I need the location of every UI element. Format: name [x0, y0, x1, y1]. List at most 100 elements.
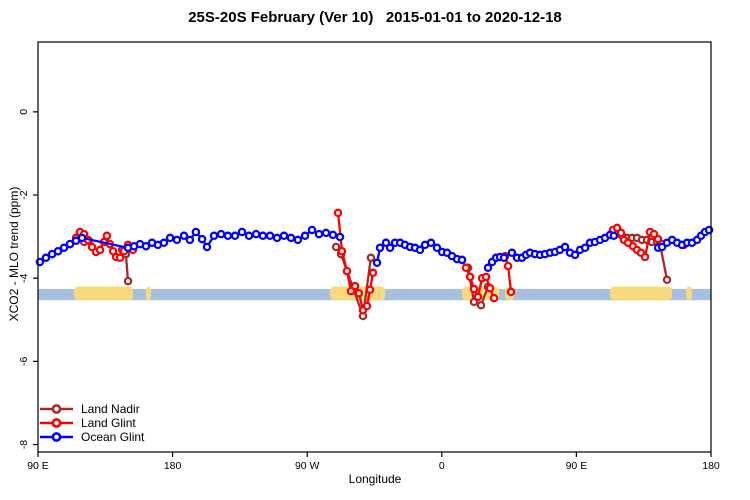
x-tick-label: 180 [702, 460, 720, 472]
data-point [77, 233, 87, 243]
data-point [102, 231, 112, 241]
legend-marker-icon [51, 404, 62, 414]
legend-marker-icon [51, 432, 62, 442]
data-point [251, 229, 261, 239]
legend-entry-land-nadir: Land Nadir [40, 402, 140, 416]
data-point [616, 228, 626, 238]
data-point [485, 283, 495, 293]
data-point [580, 243, 590, 253]
data-point [375, 243, 385, 253]
data-point [202, 242, 212, 252]
data-point [123, 276, 133, 286]
data-point [465, 272, 475, 282]
data-point [365, 285, 375, 295]
data-point [489, 293, 499, 303]
data-point [609, 231, 619, 241]
data-point [640, 252, 650, 262]
legend-marker-icon [51, 418, 62, 428]
data-point [457, 255, 467, 265]
data-point [481, 272, 491, 282]
data-point [165, 233, 175, 243]
y-tick-label: -6 [18, 357, 30, 366]
data-point [209, 231, 219, 241]
data-point [507, 248, 517, 258]
surface-band-land-segment [610, 286, 673, 301]
data-point [483, 263, 493, 273]
data-point [216, 229, 226, 239]
data-point [426, 238, 436, 248]
data-point [314, 229, 324, 239]
data-point [415, 245, 425, 255]
data-point [333, 208, 343, 218]
data-point [476, 300, 486, 310]
surface-band-land-segment [74, 286, 133, 301]
data-point [59, 243, 69, 253]
data-point [41, 253, 51, 263]
data-point [321, 228, 331, 238]
surface-band-land-segment [686, 286, 693, 301]
data-point [337, 246, 347, 256]
legend-entry-land-glint: Land Glint [40, 416, 136, 430]
x-tick-label: 90 E [27, 460, 49, 472]
data-point [432, 243, 442, 253]
y-tick-label: -2 [18, 190, 30, 199]
data-point [191, 227, 201, 237]
x-tick-label: 180 [164, 460, 182, 472]
data-point [385, 243, 395, 253]
x-tick-label: 90 W [295, 460, 320, 472]
data-point [372, 258, 382, 268]
y-tick-label: -4 [18, 273, 30, 282]
legend-label: Ocean Glint [81, 430, 145, 444]
data-point [381, 238, 391, 248]
data-point [197, 234, 207, 244]
data-point [230, 231, 240, 241]
data-point [649, 229, 659, 239]
data-point [53, 246, 63, 256]
surface-band-land-segment [145, 286, 152, 301]
data-point [172, 235, 182, 245]
data-point [570, 250, 580, 260]
data-point [346, 286, 356, 296]
data-point [560, 242, 570, 252]
data-point [328, 230, 338, 240]
data-point [331, 242, 341, 252]
data-point [237, 227, 247, 237]
y-tick-label: -8 [18, 440, 30, 449]
data-point [65, 239, 75, 249]
data-point [272, 233, 282, 243]
legend-label: Land Nadir [81, 402, 140, 416]
data-point [662, 275, 672, 285]
data-point [115, 253, 125, 263]
y-tick-label: 0 [18, 109, 30, 115]
legend-label: Land Glint [81, 416, 136, 430]
x-axis-title: Longitude [348, 472, 402, 486]
data-point [95, 245, 105, 255]
data-point [286, 233, 296, 243]
series-ocean-glint [35, 225, 714, 273]
data-point [366, 253, 376, 263]
data-point [368, 268, 378, 278]
data-point [503, 261, 513, 271]
data-point [657, 242, 667, 252]
data-point [461, 263, 471, 273]
data-point [354, 288, 364, 298]
data-point [499, 253, 509, 263]
data-point [335, 232, 345, 242]
data-point [258, 231, 268, 241]
data-point [342, 266, 352, 276]
data-point [159, 238, 169, 248]
plot-border [37, 41, 712, 453]
legend-entry-ocean-glint: Ocean Glint [40, 430, 145, 444]
data-point [307, 225, 317, 235]
data-point [293, 235, 303, 245]
data-point [300, 231, 310, 241]
chart-title: 25S-20S February (Ver 10) 2015-01-01 to … [188, 9, 562, 26]
data-point [362, 301, 372, 311]
data-point [265, 231, 275, 241]
data-point [279, 231, 289, 241]
data-point [223, 231, 233, 241]
data-point [473, 292, 483, 302]
data-point [179, 231, 189, 241]
